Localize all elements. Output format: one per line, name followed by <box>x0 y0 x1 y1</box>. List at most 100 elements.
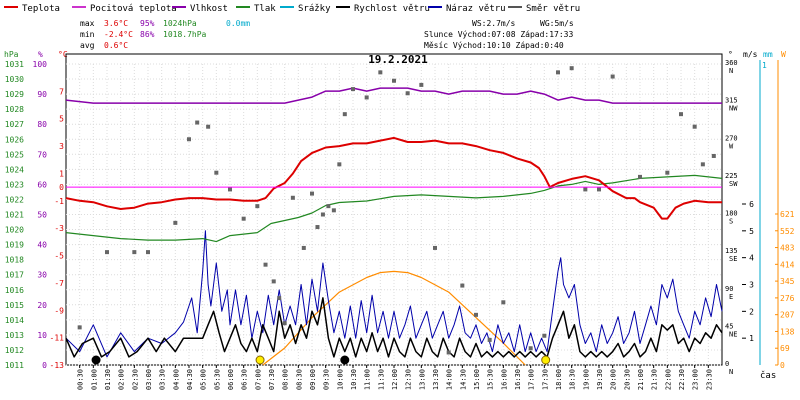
series-humidity <box>65 87 722 104</box>
x-tick-label: 08:00 <box>282 369 290 390</box>
temp-tick-label: -13 <box>50 361 65 370</box>
x-tick-label: 05:00 <box>200 369 208 390</box>
temp-tick-label: 1 <box>59 169 64 178</box>
wind-dir-point <box>271 279 276 284</box>
x-tick-label: 03:30 <box>159 369 167 390</box>
moon-marker <box>91 355 101 365</box>
temp-tick-label: 7 <box>59 87 64 96</box>
stat-max-press: 1024hPa <box>163 19 197 28</box>
dir-compass-label: SW <box>729 180 738 188</box>
hpa-tick-label: 1018 <box>5 256 24 265</box>
stat-max-hum: 95% <box>140 19 155 28</box>
dir-tick-label: 315 <box>725 97 738 105</box>
legend-item-rychlost-vetru: Rychlost větru <box>336 4 430 14</box>
stat-max-temp: 3.6°C <box>104 19 128 28</box>
legend-label: Tlak <box>254 4 276 14</box>
x-tick-label: 12:30 <box>405 369 413 390</box>
chart-title: 19.2.2021 <box>368 53 428 66</box>
hpa-tick-label: 1016 <box>5 286 24 295</box>
x-tick-label: 16:00 <box>500 369 508 390</box>
hpa-tick-label: 1021 <box>5 211 24 220</box>
wind-dir-point <box>364 95 369 100</box>
hpa-tick-label: 1017 <box>5 271 24 280</box>
dir-tick-label: 180 <box>725 210 738 218</box>
series-pressure <box>65 174 723 243</box>
temp-tick-label: -9 <box>54 306 64 315</box>
x-tick-label: 05:30 <box>213 369 221 390</box>
x-tick-label: 10:30 <box>350 369 358 390</box>
hpa-tick-label: 1024 <box>5 165 24 174</box>
wind-dir-point <box>282 321 287 326</box>
x-tick-label: 06:30 <box>241 369 249 390</box>
wind-dir-point <box>263 262 268 267</box>
wind-dir-point <box>569 66 574 71</box>
dir-tick-label: 0 <box>725 360 729 368</box>
x-tick-label: 15:00 <box>473 369 481 390</box>
temp-tick-label: -7 <box>54 279 64 288</box>
hpa-tick-label: 1020 <box>5 226 24 235</box>
x-tick-label: 13:30 <box>432 369 440 390</box>
wind-dir-point <box>487 337 492 342</box>
wind-dir-point <box>433 245 437 250</box>
wind-dir-point <box>419 82 424 87</box>
stat-rain: 0.0mm <box>226 19 250 28</box>
temp-tick-label: -1 <box>54 197 64 206</box>
pct-tick-label: 30 <box>37 271 47 280</box>
wind-dir-point <box>326 204 331 209</box>
x-tick-label: 23:00 <box>692 369 700 390</box>
unit-mm: mm <box>763 50 773 59</box>
temp-tick-label: -3 <box>54 224 64 233</box>
hpa-tick-label: 1012 <box>5 346 24 355</box>
wind-dir-point <box>187 137 191 142</box>
hpa-tick-label: 1030 <box>5 75 24 84</box>
wind-dir-point <box>320 212 325 217</box>
series-wind-gust <box>65 230 723 358</box>
legend: Teplota Pocitová teplota Vlhkost Tlak Sr… <box>4 4 580 14</box>
wind-dir-point <box>711 153 716 158</box>
series-wind-speed <box>65 297 723 358</box>
w-tick-label: 276 <box>780 294 795 303</box>
stat-avg-temp: 0.6°C <box>104 41 128 50</box>
moon-marker <box>340 355 350 365</box>
pct-tick-label: 20 <box>37 301 47 310</box>
wind-dir-point <box>460 283 465 288</box>
ms-tick-label: 1 <box>749 334 754 343</box>
wind-dir-point <box>679 112 683 117</box>
pct-tick-label: 40 <box>37 241 47 250</box>
legend-item-srazky: Srážky <box>280 4 331 14</box>
legend-label: Náraz větru <box>446 4 506 14</box>
hpa-tick-label: 1015 <box>5 301 24 310</box>
stat-ws: WS:2.7m/s <box>472 19 516 28</box>
x-tick-label: 02:30 <box>131 369 139 390</box>
hpa-tick-label: 1027 <box>5 120 24 129</box>
x-tick-label: 21:30 <box>651 369 659 390</box>
pct-tick-label: 80 <box>37 120 47 129</box>
wind-dir-point <box>351 87 355 92</box>
wind-dir-point <box>206 124 211 129</box>
x-tick-label: 07:30 <box>268 369 276 390</box>
x-tick-label: 03:00 <box>145 369 153 390</box>
dir-tick-label: 90 <box>725 285 733 293</box>
dir-compass-label: W <box>729 142 734 150</box>
x-tick-label: 02:00 <box>118 369 126 390</box>
wind-dir-point <box>700 162 705 167</box>
hpa-tick-label: 1023 <box>5 180 24 189</box>
wind-dir-point <box>132 250 137 255</box>
wind-dir-point <box>446 350 451 355</box>
unit-temp: °C <box>58 50 68 59</box>
hpa-tick-label: 1013 <box>5 331 24 340</box>
x-tick-label: 10:00 <box>336 369 344 390</box>
x-tick-label: 16:30 <box>514 369 522 390</box>
dir-compass-label: E <box>729 293 733 301</box>
wind-dir-point <box>405 91 410 96</box>
x-axis: 00:30 01:00 01:30 02:00 02:30 03:00 03:30 04:00… <box>77 365 713 390</box>
unit-deg: ° <box>728 50 733 59</box>
wind-dir-point <box>173 220 178 225</box>
dir-compass-label: N <box>729 67 733 75</box>
pct-tick-label: 90 <box>37 90 47 99</box>
wind-dir-point <box>501 300 506 305</box>
ms-tick-label: 4 <box>749 254 754 263</box>
wind-dir-point <box>331 208 336 213</box>
legend-item-vlhkost: Vlhkost <box>172 4 228 14</box>
wind-dir-point <box>228 187 232 192</box>
